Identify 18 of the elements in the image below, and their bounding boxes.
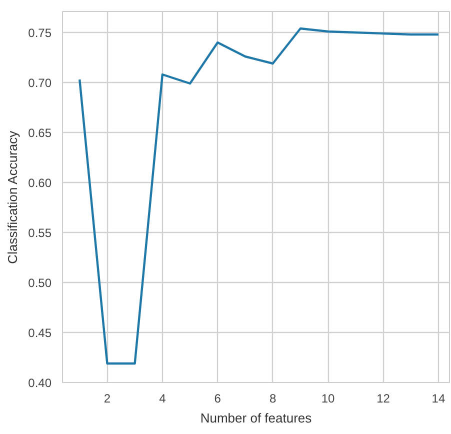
- x-tick-label: 12: [376, 392, 390, 406]
- x-tick-label: 10: [321, 392, 336, 406]
- y-tick-label: 0.40: [28, 376, 52, 390]
- y-tick-label: 0.75: [28, 26, 52, 40]
- y-axis-title: Classification Accuracy: [5, 130, 20, 264]
- y-tick-label: 0.50: [28, 276, 52, 290]
- y-tick-label: 0.65: [28, 126, 52, 140]
- line-series: [78, 27, 440, 365]
- x-tick-label: 4: [159, 392, 166, 406]
- x-tick-label: 2: [104, 392, 111, 406]
- x-tick-label: 6: [214, 392, 222, 406]
- x-axis-title: Number of features: [200, 410, 312, 426]
- x-tick-label: 14: [432, 392, 446, 406]
- x-tick-label: 8: [270, 392, 276, 406]
- y-tick-label: 0.55: [28, 226, 52, 240]
- y-tick-label: 0.70: [28, 76, 52, 90]
- y-tick-label: 0.45: [28, 326, 52, 340]
- y-tick-label: 0.60: [28, 176, 52, 190]
